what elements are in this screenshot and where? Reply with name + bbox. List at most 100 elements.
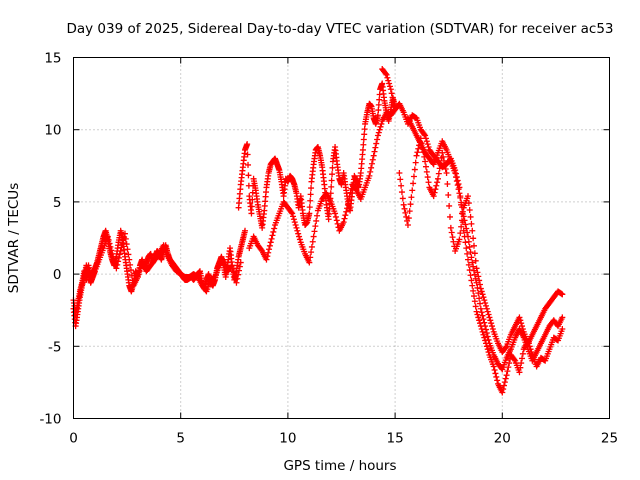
data-point [464,193,471,200]
data-point [516,314,523,321]
data-point [245,161,252,168]
data-point [454,182,461,189]
data-point [462,221,469,228]
data-point [314,212,321,219]
data-point [329,164,336,171]
data-point [415,145,422,152]
data-point [128,272,135,279]
data-point [471,250,478,257]
x-tick-label: 15 [387,431,404,447]
data-point [115,258,122,265]
data-point [248,203,255,210]
data-point [464,256,471,263]
data-point [488,320,495,327]
data-point [405,215,412,222]
data-point [387,86,394,93]
data-point [447,224,454,231]
data-point [480,294,487,301]
data-point [448,229,455,236]
data-point [248,210,255,217]
data-point [230,265,237,272]
data-point [461,217,468,224]
data-point [459,208,466,215]
data-point [481,297,488,304]
data-point [382,70,389,77]
data-point [424,174,431,181]
data-point [399,195,406,202]
data-point [483,302,490,309]
y-tick-label: 10 [44,123,61,139]
data-point [296,233,303,240]
data-point [501,382,508,389]
data-point [505,364,512,371]
data-point [455,186,462,193]
data-point [472,275,479,282]
data-point [269,232,276,239]
y-tick-label: -10 [39,412,61,428]
data-point [502,344,509,351]
data-point [400,201,407,208]
data-point [446,202,453,209]
data-point [346,193,353,200]
data-point [242,227,249,234]
data-point [234,275,241,282]
data-point [121,230,128,237]
data-point [110,256,117,263]
data-point [504,368,511,375]
data-point [360,141,367,148]
data-point [490,363,497,370]
data-point [115,254,122,261]
data-point [433,182,440,189]
data-point [480,316,487,323]
data-point [367,168,374,175]
data-point [474,284,481,291]
data-point [465,261,472,268]
data-point [109,253,116,260]
data-point [375,129,382,136]
y-tick-label: -5 [48,339,61,355]
data-point [467,249,474,256]
x-axis-label: GPS time / hours [283,458,396,474]
data-point [486,314,493,321]
data-point [344,201,351,208]
data-point [482,323,489,330]
data-point [292,222,299,229]
data-point [476,295,483,302]
data-point [442,165,449,172]
data-point [369,156,376,163]
data-point [374,112,381,119]
data-point [230,269,237,276]
data-point [474,311,481,318]
data-point [328,177,335,184]
data-point [478,288,485,295]
data-point [368,164,375,171]
data-point [294,227,301,234]
data-point [291,219,298,226]
data-point [422,132,429,139]
data-point [237,259,244,266]
data-point [326,211,333,218]
data-point [425,144,432,151]
data-point [236,267,243,274]
data-point [312,223,319,230]
data-point [481,334,488,341]
data-point [464,229,471,236]
data-point [443,170,450,177]
data-point [481,319,488,326]
data-point [517,364,524,371]
data-point [440,157,447,164]
data-point [470,235,477,242]
series-track-g [404,115,566,373]
data-point [434,175,441,182]
data-point [293,224,300,231]
data-point [113,265,120,272]
data-point [469,227,476,234]
data-point [245,172,252,179]
data-point [344,205,351,212]
data-point [296,236,303,243]
data-point [107,243,114,250]
data-point [467,213,474,220]
data-point [422,158,429,165]
series-track-d [246,106,399,266]
data-point [472,303,479,310]
